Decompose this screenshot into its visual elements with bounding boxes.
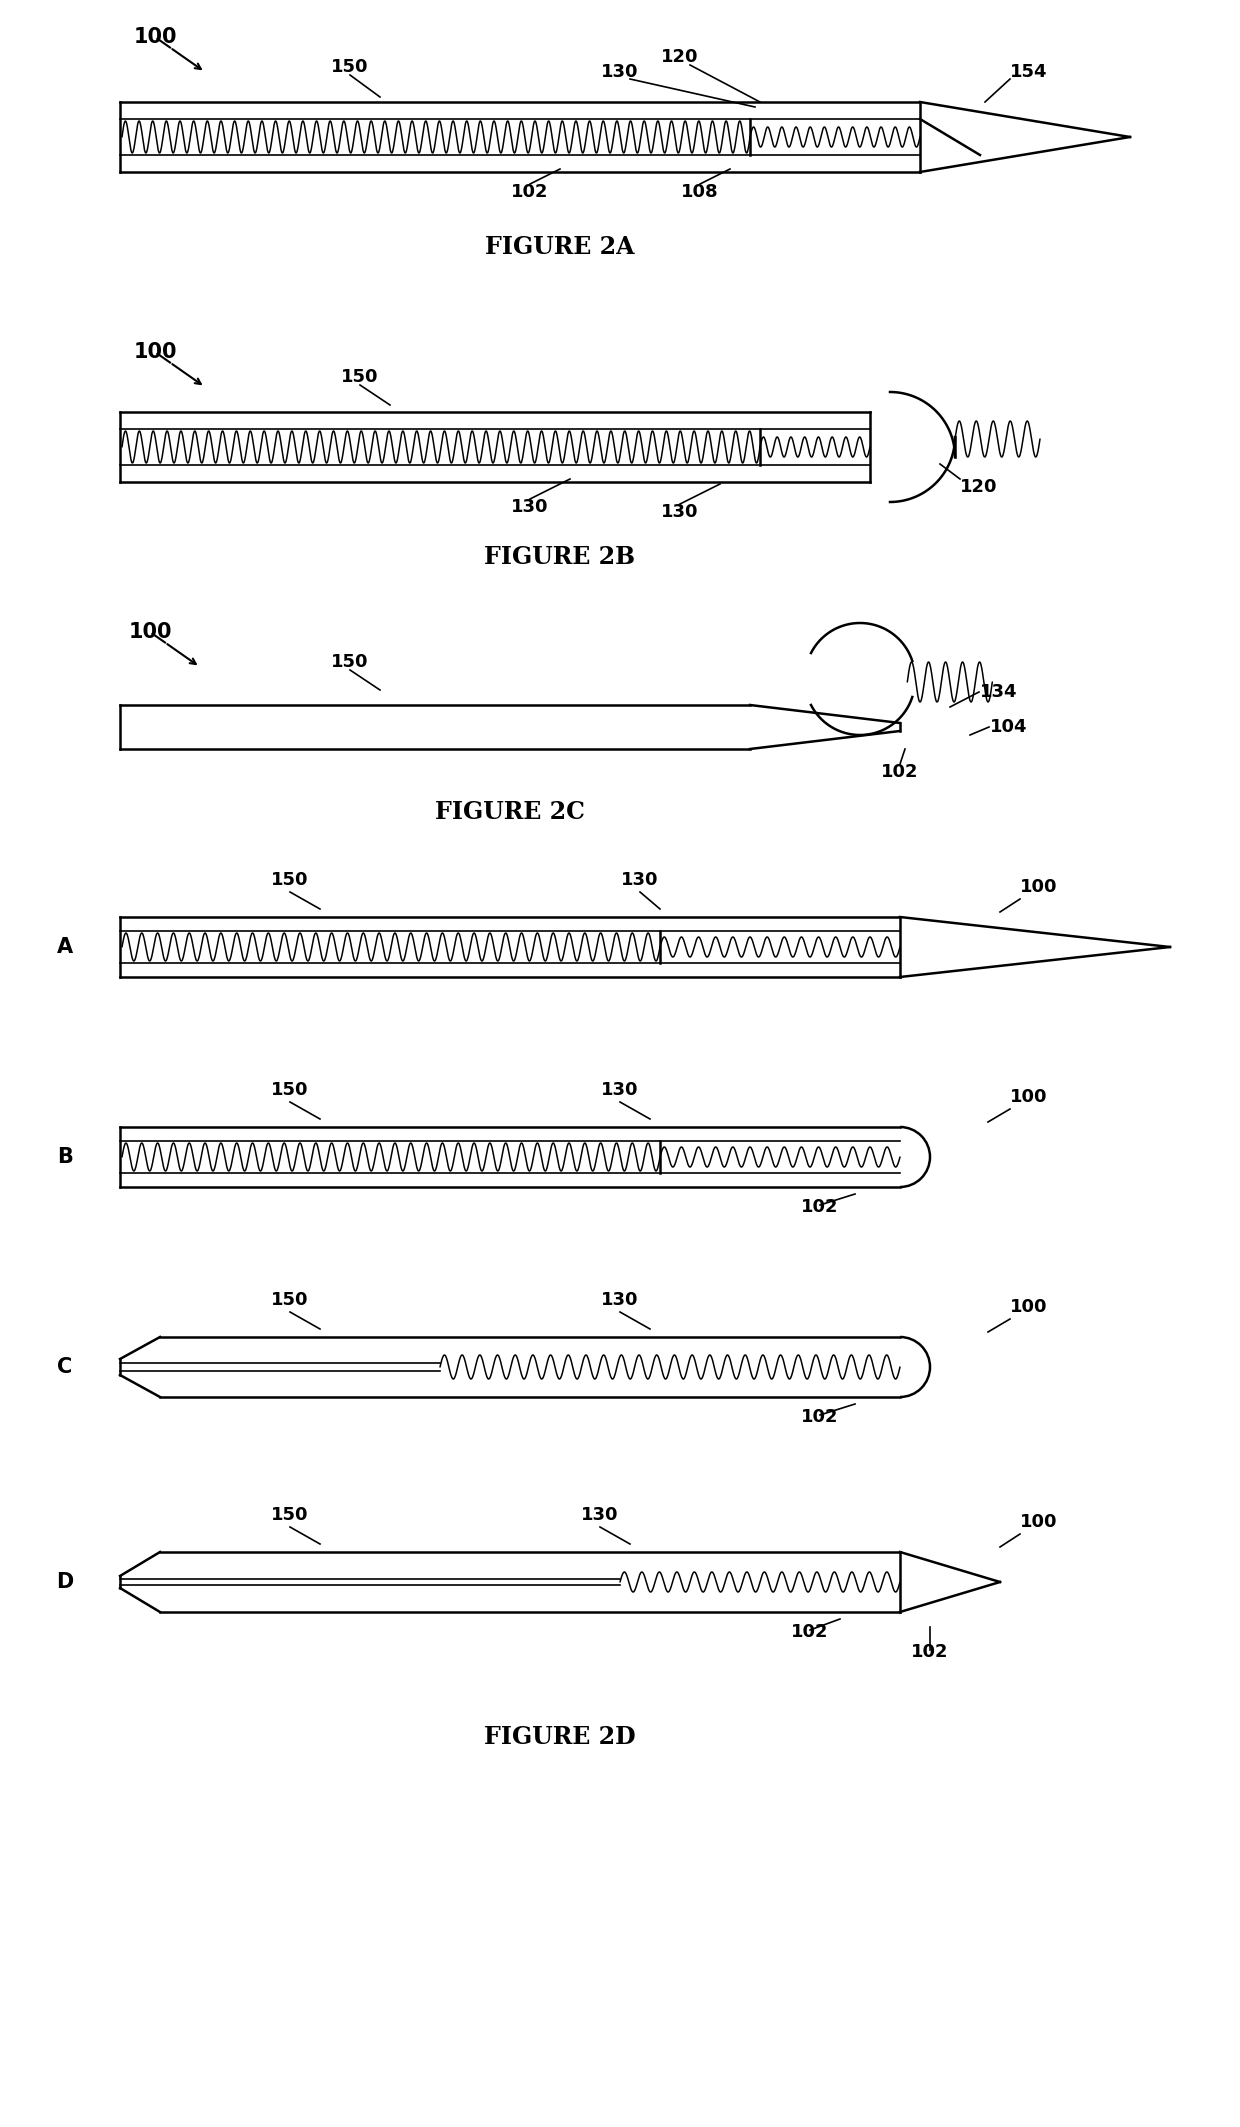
Text: 102: 102 <box>801 1408 838 1425</box>
Text: 100: 100 <box>1021 1512 1058 1531</box>
Text: 154: 154 <box>1011 64 1048 81</box>
Text: 130: 130 <box>601 1081 639 1100</box>
Text: 130: 130 <box>621 870 658 889</box>
Text: D: D <box>56 1572 73 1591</box>
Text: 150: 150 <box>272 1506 309 1525</box>
Text: FIGURE 2A: FIGURE 2A <box>485 234 635 259</box>
Text: 100: 100 <box>133 342 177 362</box>
Text: 108: 108 <box>681 183 719 200</box>
Text: 134: 134 <box>980 683 1018 702</box>
Text: 130: 130 <box>601 1291 639 1308</box>
Text: 120: 120 <box>661 49 699 66</box>
Text: B: B <box>57 1146 73 1168</box>
Text: C: C <box>57 1357 73 1376</box>
Text: 150: 150 <box>341 368 378 385</box>
Text: A: A <box>57 938 73 957</box>
Text: FIGURE 2D: FIGURE 2D <box>484 1725 636 1748</box>
Text: 150: 150 <box>331 57 368 77</box>
Text: 150: 150 <box>272 870 309 889</box>
Text: 100: 100 <box>1011 1089 1048 1106</box>
Text: 130: 130 <box>661 502 699 521</box>
Text: 102: 102 <box>911 1642 949 1661</box>
Text: 100: 100 <box>1011 1297 1048 1317</box>
Text: 102: 102 <box>511 183 549 200</box>
Text: 102: 102 <box>801 1198 838 1217</box>
Text: 100: 100 <box>133 28 177 47</box>
Text: 104: 104 <box>990 719 1028 736</box>
Text: 130: 130 <box>582 1506 619 1525</box>
Text: 150: 150 <box>272 1081 309 1100</box>
Text: 100: 100 <box>128 621 172 642</box>
Text: FIGURE 2B: FIGURE 2B <box>485 545 635 570</box>
Text: 102: 102 <box>791 1623 828 1642</box>
Text: 130: 130 <box>511 498 549 517</box>
Text: 120: 120 <box>960 479 997 496</box>
Text: FIGURE 2C: FIGURE 2C <box>435 800 585 823</box>
Text: 130: 130 <box>601 64 639 81</box>
Text: 150: 150 <box>331 653 368 670</box>
Text: 102: 102 <box>882 764 919 781</box>
Text: 100: 100 <box>1021 878 1058 895</box>
Text: 150: 150 <box>272 1291 309 1308</box>
